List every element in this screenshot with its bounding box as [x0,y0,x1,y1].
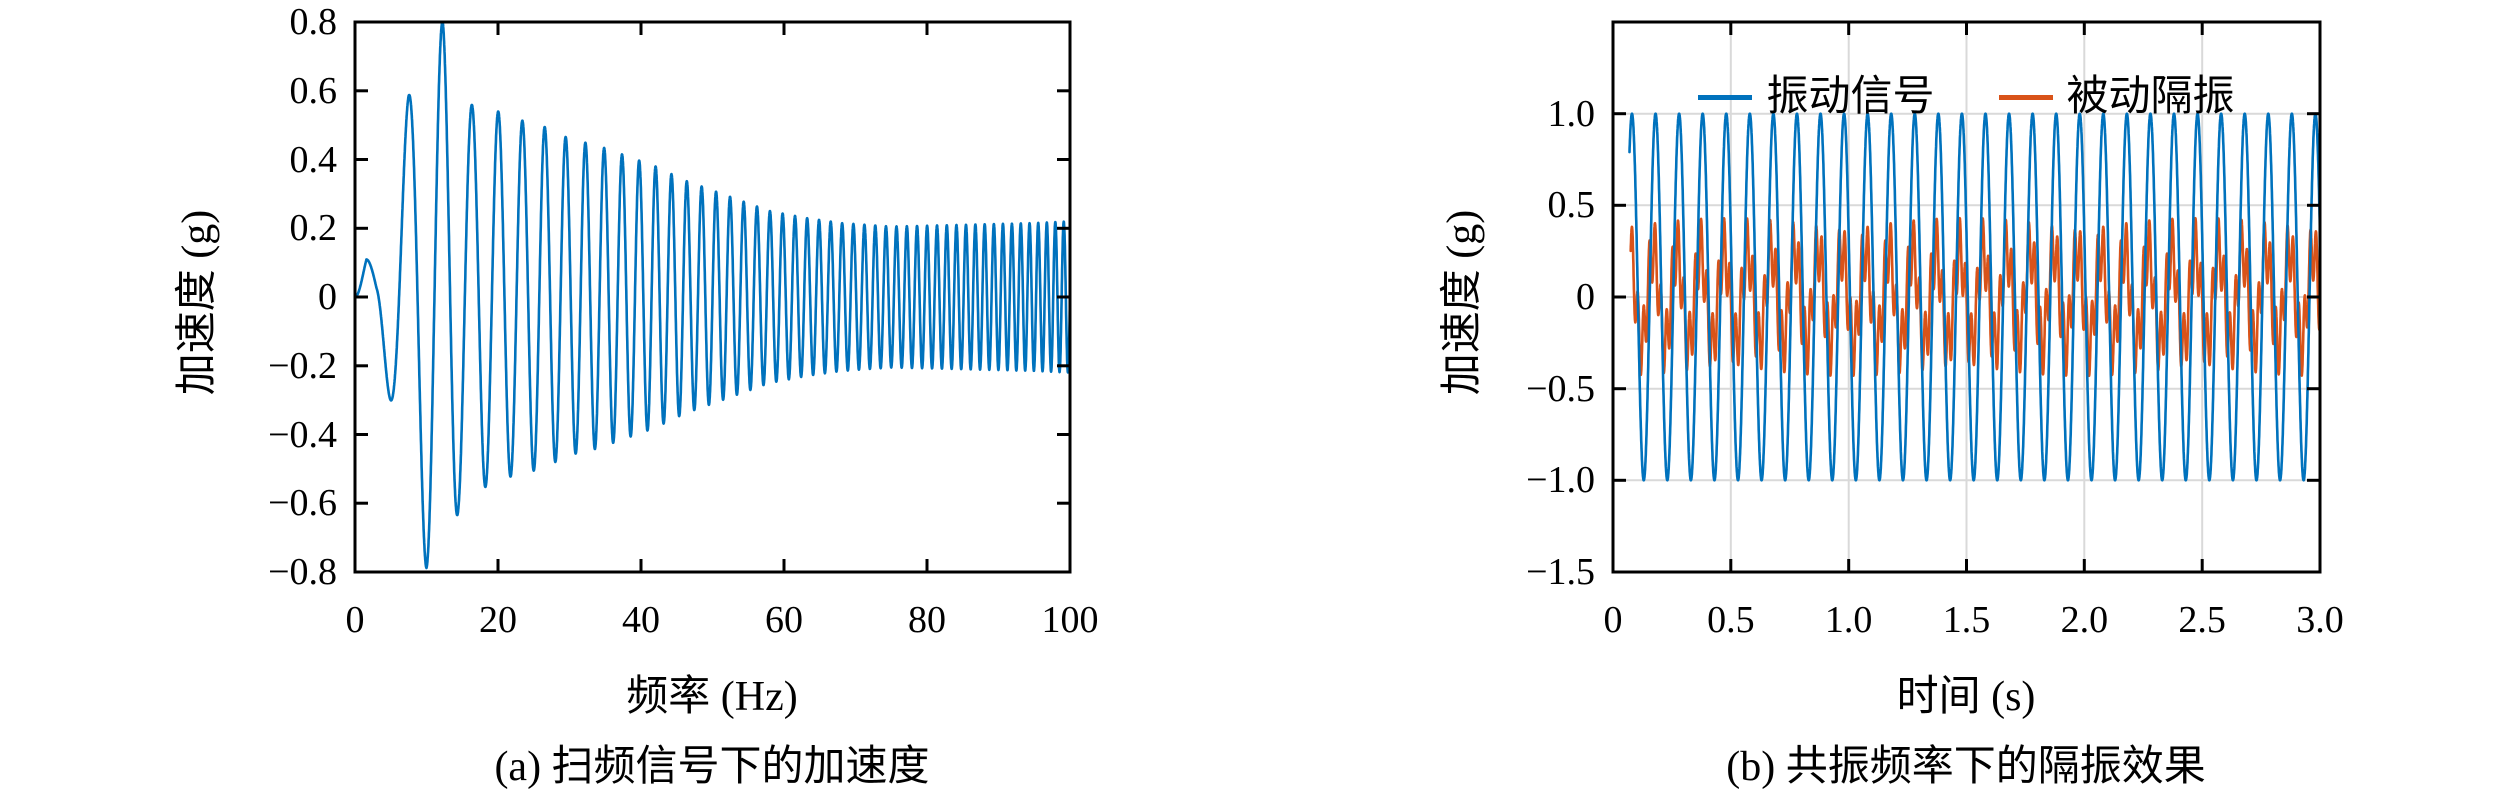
y-tick-label: 0.2 [289,207,338,250]
x-tick-label: 60 [765,599,803,641]
legend-line-blue-icon [1698,94,1753,100]
subplot-a-axes [353,20,1072,574]
legend-line-orange-icon [1998,94,2053,100]
y-tick-label: −0.6 [268,482,337,525]
x-tick-label: 100 [1041,599,1099,641]
y-tick-label: −1.0 [1526,459,1595,502]
subplot-a-caption: (a) 扫频信号下的加速度 [494,744,930,790]
legend-item-vibration-signal: 振动信号 [1698,72,1935,122]
y-tick-label: 0.6 [289,69,338,112]
x-tick-label: 20 [479,599,517,641]
y-tick-label: 0.5 [1547,184,1596,227]
y-tick-label: 1.0 [1547,92,1596,135]
y-tick-label: 0 [318,276,337,318]
y-tick-label: 0.8 [289,1,338,43]
y-tick-label: −0.2 [268,344,337,387]
subplot-b-legend: 振动信号 被动隔振 [1613,70,2320,124]
legend-item-passive-isolation: 被动隔振 [1998,72,2235,122]
x-tick-label: 3.0 [2296,599,2344,641]
y-tick-label: −1.5 [1526,551,1595,593]
x-tick-label: 80 [908,599,946,641]
x-tick-label: 40 [622,599,660,641]
subplot-b-axes [1611,20,2322,574]
legend-label-vibration-signal: 振动信号 [1766,74,1935,120]
x-tick-label: 2.0 [2060,599,2109,641]
x-tick-label: 0.5 [1707,599,1755,641]
x-tick-label: 0 [1603,599,1623,641]
x-tick-label: 1.0 [1824,599,1873,641]
x-tick-label: 1.5 [1942,599,1991,641]
x-tick-label: 0 [345,599,365,641]
y-tick-label: 0.4 [289,138,338,181]
x-tick-label: 2.5 [2178,599,2226,641]
y-tick-label: −0.4 [268,413,337,456]
y-tick-label: −0.8 [268,551,337,593]
subplot-a-xlabel: 频率 (Hz) [626,674,798,720]
y-tick-label: −0.5 [1526,367,1595,410]
subplot-b-caption: (b) 共振频率下的隔振效果 [1726,744,2206,790]
legend-label-passive-isolation: 被动隔振 [2066,74,2235,120]
y-tick-label: 0 [1576,276,1595,318]
subplot-b-xlabel: 时间 (s) [1896,674,2036,720]
